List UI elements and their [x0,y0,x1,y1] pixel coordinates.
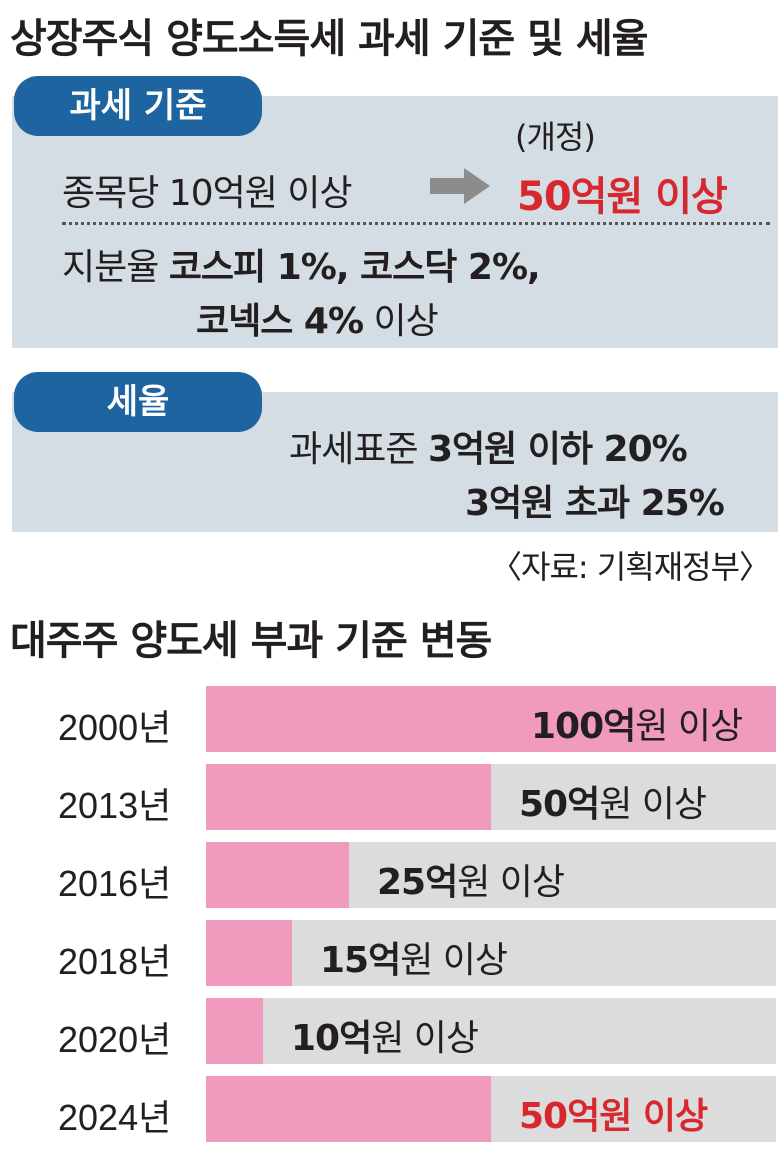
bar-value-label: 50억원 이상 [519,775,707,827]
criteria-row3-bold: 코넥스 4% [196,301,364,342]
bar-value-unit: 원 이상 [599,784,707,825]
criteria-row1-new: 50억원 이상 [517,174,728,220]
criteria-divider [62,222,770,225]
criteria-row2-bold: 코스피 1%, 코스닥 2%, [168,247,541,288]
bar-value-number: 100억 [531,706,636,747]
year-label: 2018년 [58,941,172,982]
criteria-row2-prefix: 지분율 [62,247,169,288]
bar-value-unit: 원 이상 [635,706,743,747]
bar-value-label: 15억원 이상 [320,931,508,983]
year-label: 2024년 [58,1097,172,1138]
criteria-row3: 코넥스 4% 이상 [196,292,439,344]
bar-track [206,920,776,986]
bar [206,686,776,752]
arrow-right-icon [430,168,490,204]
year-label: 2020년 [58,1019,172,1060]
bar [206,1076,491,1142]
rate-line1-bold: 3억원 이하 20% [427,429,688,470]
rate-line1-prefix: 과세표준 [289,429,428,470]
bar [206,764,491,830]
main-title: 상장주식 양도소득세 과세 기준 및 세율 [10,16,648,62]
bar-value-label: 100억원 이상 [531,697,743,749]
bar-value-unit: 원 이상 [400,940,508,981]
bar-value-number: 25억 [377,862,458,903]
bar-value-unit: 원 이상 [371,1018,479,1059]
criteria-badge: 과세 기준 [14,76,262,136]
year-label: 2000년 [58,707,172,748]
bar [206,842,349,908]
criteria-row2: 지분율 코스피 1%, 코스닥 2%, [62,238,541,290]
year-label: 2013년 [58,785,172,826]
criteria-row1-old: 종목당 10억원 이상 [62,173,353,214]
bar [206,998,263,1064]
bar-value-unit: 원 이상 [599,1096,708,1137]
bar-value-number: 50억 [519,784,600,825]
rate-line1: 과세표준 3억원 이하 20% [289,420,688,472]
bar-value-number: 50억 [519,1096,600,1137]
bar-track [206,998,776,1064]
year-label: 2016년 [58,863,172,904]
bar-value-label: 50억원 이상 [519,1087,708,1139]
bar-value-number: 10억 [291,1018,372,1059]
rate-line2: 3억원 초과 25% [465,483,725,524]
chart-title: 대주주 양도세 부과 기준 변동 [10,618,492,664]
bar-value-label: 10억원 이상 [291,1009,479,1061]
criteria-row3-rest: 이상 [363,301,438,342]
bar [206,920,292,986]
rate-badge: 세율 [14,372,262,432]
bar-chart: 2000년 100억원 이상 2013년 50억원 이상 2016년 25억원 이상 201… [0,686,781,1156]
bar-value-label: 25억원 이상 [377,853,565,905]
revised-label: (개정) [515,118,596,156]
bar-value-unit: 원 이상 [457,862,565,903]
source-note: 〈자료: 기획재정부〉 [490,548,771,586]
bar-value-number: 15억 [320,940,401,981]
